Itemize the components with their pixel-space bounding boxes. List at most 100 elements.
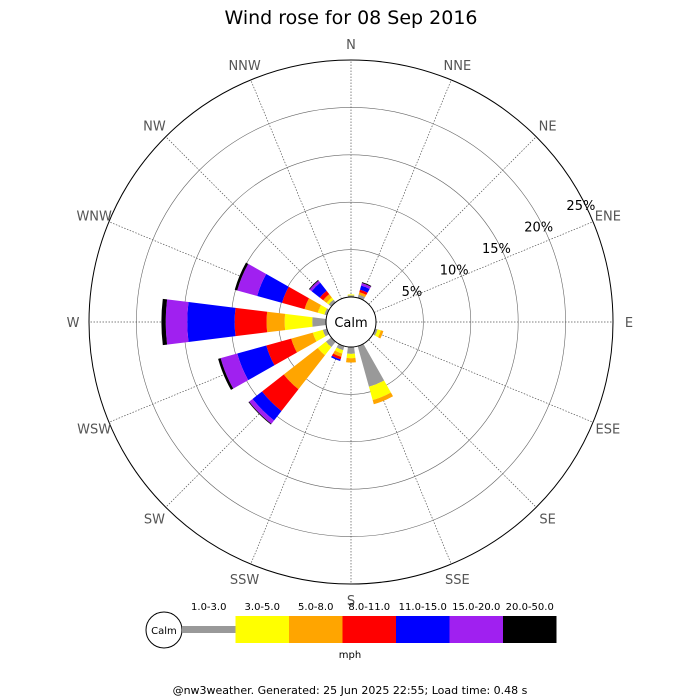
direction-label: NNE	[444, 59, 472, 74]
direction-label: NNW	[228, 59, 260, 74]
petal-segment	[334, 347, 344, 354]
direction-label: N	[346, 38, 356, 53]
petal-segment	[304, 298, 321, 313]
calm-center: Calm	[325, 296, 377, 348]
petal-segment	[187, 302, 236, 342]
petal-segment	[358, 292, 367, 298]
direction-label: ESE	[595, 422, 620, 437]
petal-segment	[308, 279, 319, 290]
direction-label: SSE	[445, 573, 470, 588]
petal-segment	[165, 299, 189, 345]
petal-segment	[347, 294, 355, 296]
ring-label: 15%	[482, 242, 511, 257]
ring-label: 10%	[440, 263, 469, 278]
legend-unit: mph	[339, 650, 361, 661]
petal-segment	[234, 262, 249, 291]
petal-segment	[359, 285, 370, 293]
calm-label: Calm	[334, 316, 367, 331]
legend-label: 11.0-15.0	[399, 602, 447, 613]
petal-segment	[333, 350, 343, 357]
spoke	[373, 331, 594, 423]
petal-segment	[324, 308, 330, 316]
spoke	[250, 344, 342, 565]
direction-label: SW	[144, 513, 165, 528]
ring-label: 25%	[566, 199, 595, 214]
petal-segment	[368, 380, 391, 401]
petal-segment	[317, 341, 332, 356]
petal-segment	[346, 357, 356, 363]
petal-segment	[282, 286, 309, 310]
petal-segment	[249, 398, 275, 424]
direction-labels: N NNE NE ENE E ESE SE SSE S SSW SW WSW W WNW NW NNW	[67, 38, 634, 609]
petal-segment	[375, 329, 381, 338]
petal-segment	[311, 282, 327, 298]
ring-label: 20%	[524, 220, 553, 235]
petal-segment	[161, 298, 168, 346]
direction-label: S	[347, 594, 355, 609]
petal-segment	[319, 290, 330, 301]
petal-segment	[237, 263, 267, 296]
direction-label: NW	[143, 119, 166, 134]
petal-segment	[237, 345, 275, 381]
petal-segment	[378, 330, 384, 339]
petal-segment	[323, 294, 332, 303]
petal-segment	[326, 297, 334, 305]
petal-segment	[312, 329, 326, 342]
petal-segment	[317, 305, 327, 315]
petal-segment	[284, 313, 313, 331]
wind-petals	[161, 262, 394, 425]
petal-segment	[283, 348, 325, 390]
legend-label: 20.0-50.0	[506, 602, 554, 613]
petal-segment	[359, 289, 368, 295]
direction-label: SE	[539, 513, 555, 528]
spoke	[368, 136, 537, 305]
direction-label: ENE	[595, 210, 621, 225]
petal-segment	[357, 343, 385, 387]
petal-segment	[331, 353, 342, 360]
spoke	[368, 339, 537, 508]
footer-text: @nw3weather. Generated: 25 Jun 2025 22:5…	[173, 684, 528, 697]
chart-title: Wind rose for 08 Sep 2016	[224, 7, 477, 29]
spoke	[250, 79, 342, 300]
direction-label: WSW	[77, 422, 111, 437]
legend-label: 15.0-20.0	[452, 602, 500, 613]
petal-segment	[357, 294, 366, 301]
petal-segment	[252, 391, 282, 421]
calm-circle	[325, 296, 377, 348]
petal-segment	[291, 332, 317, 353]
legend-swatch	[235, 616, 289, 643]
petal-segment	[220, 353, 249, 389]
direction-label: NE	[539, 119, 557, 134]
legend-swatch	[182, 626, 236, 633]
petal-segment	[322, 328, 330, 337]
legend-swatch	[503, 616, 557, 643]
petal-segment	[248, 401, 272, 425]
legend-swatch	[289, 616, 343, 643]
petal-segment	[328, 299, 336, 307]
petal-segment	[361, 282, 372, 287]
petal-segment	[346, 353, 356, 359]
legend-label: 1.0-3.0	[191, 602, 226, 613]
direction-label: SSW	[230, 573, 260, 588]
direction-label: W	[67, 316, 80, 331]
ring-labels: 5% 10% 15% 20% 25%	[402, 199, 596, 300]
speed-legend: Calm 1.0-3.0 3.0-5.0 5.0-8.0 8.0-11.0 11.0-1…	[145, 602, 557, 661]
legend-label: 3.0-5.0	[245, 602, 280, 613]
petal-segment	[336, 343, 345, 351]
petal-segment	[309, 280, 321, 292]
spoke	[373, 221, 594, 313]
direction-label: WNW	[76, 210, 112, 225]
petal-segment	[331, 355, 341, 362]
petal-segment	[372, 392, 394, 405]
grid-ring	[88, 59, 614, 585]
legend-calm-label: Calm	[151, 626, 177, 637]
petal-segment	[347, 346, 355, 354]
ring-label: 5%	[402, 285, 423, 300]
legend-swatch	[396, 616, 450, 643]
legend-swatch	[449, 616, 503, 643]
petal-segment	[372, 328, 378, 336]
legend-label: 5.0-8.0	[298, 602, 333, 613]
spoke	[165, 136, 334, 305]
spoke	[360, 79, 452, 300]
